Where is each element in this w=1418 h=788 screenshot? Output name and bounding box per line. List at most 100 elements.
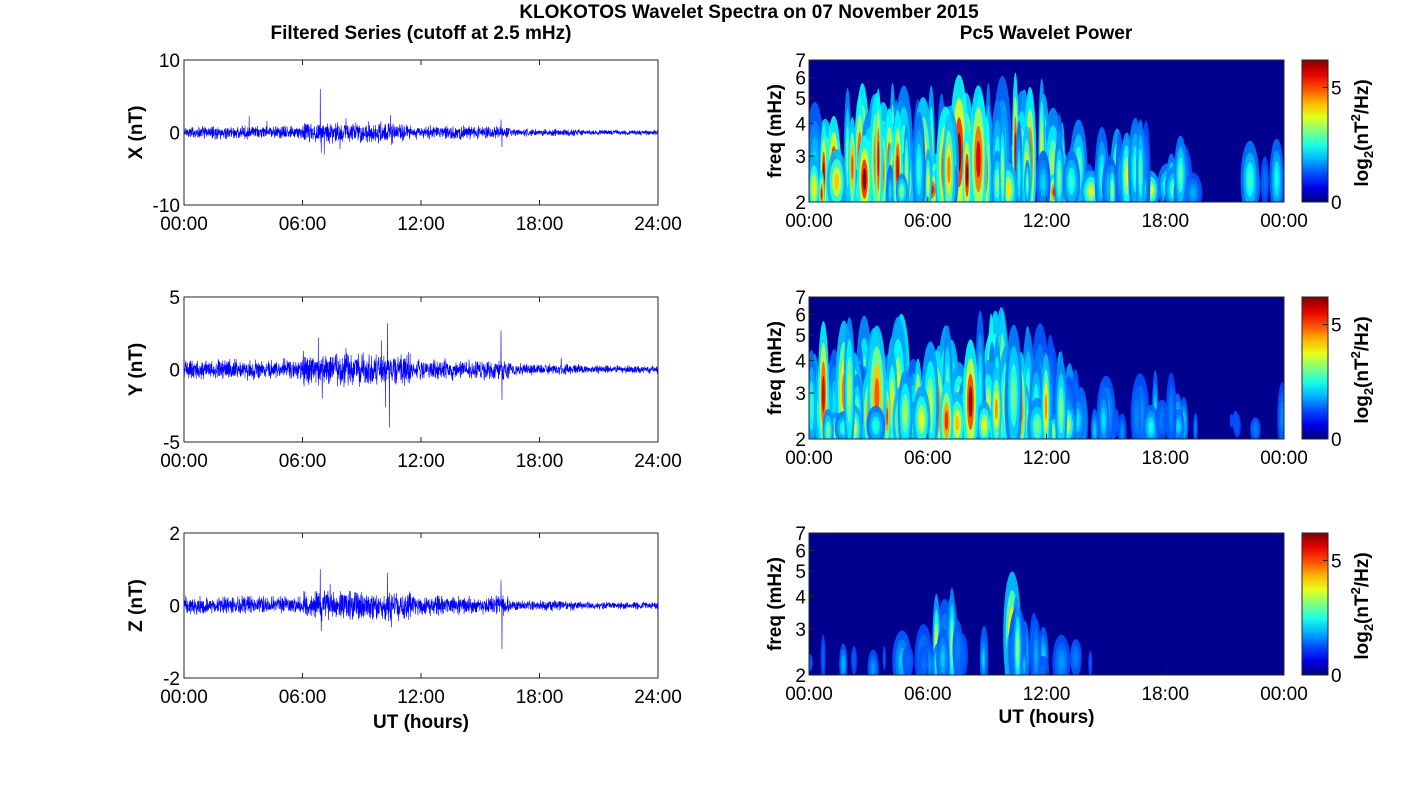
colorbar-label-part: (nT [1352, 121, 1373, 151]
colorbar-label-part: 2 [1348, 587, 1363, 594]
colorbar-tick-label: 5 [1331, 551, 1342, 572]
y-tick-label: 0 [169, 361, 180, 382]
power-blob [889, 185, 892, 199]
power-blob [1148, 421, 1154, 433]
power-blob [820, 187, 823, 200]
y-tick-label: -10 [153, 196, 180, 217]
power-blob [982, 653, 985, 666]
y-tick-label: 0 [169, 124, 180, 145]
power-blob [955, 415, 960, 432]
y-tick-label: 2 [169, 524, 180, 545]
power-blob [1059, 655, 1064, 670]
x-tick-label: 12:00 [1023, 684, 1071, 705]
colorbar-label: log2(nT2/Hz) [1348, 79, 1376, 186]
power-blob [905, 655, 910, 667]
x-tick-label: 12:00 [397, 687, 445, 708]
series-line-y [183, 323, 659, 428]
y-axis-label: Z (nT) [126, 579, 147, 632]
colorbar-label-part: 2 [1361, 151, 1376, 158]
x-tick-label: 00:00 [160, 451, 208, 472]
x-tick-label: 12:00 [397, 451, 445, 472]
power-blob [900, 186, 904, 197]
heatmap-cells [809, 72, 1284, 202]
power-blob [1059, 397, 1063, 424]
x-axis-label: UT (hours) [373, 712, 469, 733]
power-blob [834, 173, 840, 190]
figure-title: KLOKOTOS Wavelet Spectra on 07 November … [519, 2, 979, 23]
x-tick-label: 00:00 [785, 211, 833, 232]
power-blob [1139, 159, 1142, 187]
power-blob [1118, 164, 1121, 187]
power-blob [1089, 656, 1092, 671]
power-blob [951, 629, 953, 658]
y-tick-label: 6 [795, 305, 806, 326]
y-axis-label: X (nT) [126, 106, 147, 160]
power-blob [1069, 173, 1074, 190]
colorbar-tick-label: 5 [1331, 315, 1342, 336]
colorbar-tick-label: 0 [1331, 430, 1342, 451]
x-tick-label: 18:00 [1141, 684, 1189, 705]
power-blob [1034, 419, 1040, 434]
power-blob [1052, 426, 1056, 436]
colorbar-label-part: 2 [1348, 351, 1363, 358]
power-blob [1121, 427, 1124, 437]
power-blob [941, 650, 945, 667]
power-blob [1235, 419, 1240, 433]
x-tick-label: 18:00 [1141, 448, 1189, 469]
x-axis-label: UT (hours) [998, 707, 1094, 728]
power-blob [810, 392, 813, 421]
colorbar-label-part: 2 [1361, 388, 1376, 395]
power-blob [873, 420, 879, 431]
power-blob [1034, 646, 1038, 665]
y-tick-label: 0 [169, 597, 180, 618]
x-tick-label: 18:00 [516, 687, 564, 708]
power-blob [822, 649, 825, 667]
power-blob [1113, 414, 1118, 431]
power-blob [922, 657, 926, 671]
y-tick-label: 2 [795, 193, 806, 214]
x-tick-label: 00:00 [160, 214, 208, 235]
power-blob [968, 386, 973, 418]
colorbar-label-part: (nT [1352, 594, 1373, 624]
colorbar-label-part: 2 [1348, 114, 1363, 121]
y-tick-label: 6 [795, 541, 806, 562]
power-blob [1229, 413, 1234, 428]
y-tick-label: 5 [795, 326, 806, 347]
y-tick-label: 4 [795, 351, 806, 372]
power-blob [1135, 406, 1139, 427]
x-tick-label: 06:00 [904, 211, 952, 232]
power-blob [1281, 408, 1284, 426]
power-blob [1163, 412, 1167, 427]
colorbar-tick-label: 0 [1331, 666, 1342, 687]
power-blob [1169, 403, 1173, 425]
y-tick-label: 10 [159, 51, 180, 72]
power-blob [1194, 422, 1197, 434]
power-blob [1125, 165, 1129, 187]
y-tick-label: -2 [163, 669, 180, 690]
power-blob [1001, 158, 1004, 187]
power-blob [1088, 186, 1094, 197]
power-blob [1247, 170, 1253, 190]
power-blob [1026, 177, 1029, 190]
y-tick-label: 6 [795, 68, 806, 89]
y-axis-label: Y (nT) [126, 343, 147, 396]
y-tick-label: 5 [169, 288, 180, 309]
y-tick-label: 4 [795, 587, 806, 608]
y-tick-label: 3 [795, 384, 806, 405]
power-blob [852, 652, 856, 669]
y-tick-label: 5 [795, 562, 806, 583]
power-blob [982, 419, 987, 432]
x-tick-label: 06:00 [904, 684, 952, 705]
x-tick-label: 12:00 [1023, 211, 1071, 232]
y-tick-label: 7 [795, 524, 806, 545]
power-blob [976, 140, 981, 178]
colorbar-label-part: log [1352, 631, 1373, 660]
x-tick-label: 18:00 [516, 214, 564, 235]
colorbar [1301, 296, 1329, 440]
power-blob [883, 651, 886, 665]
power-blob [871, 663, 875, 674]
power-blob [1040, 664, 1046, 674]
